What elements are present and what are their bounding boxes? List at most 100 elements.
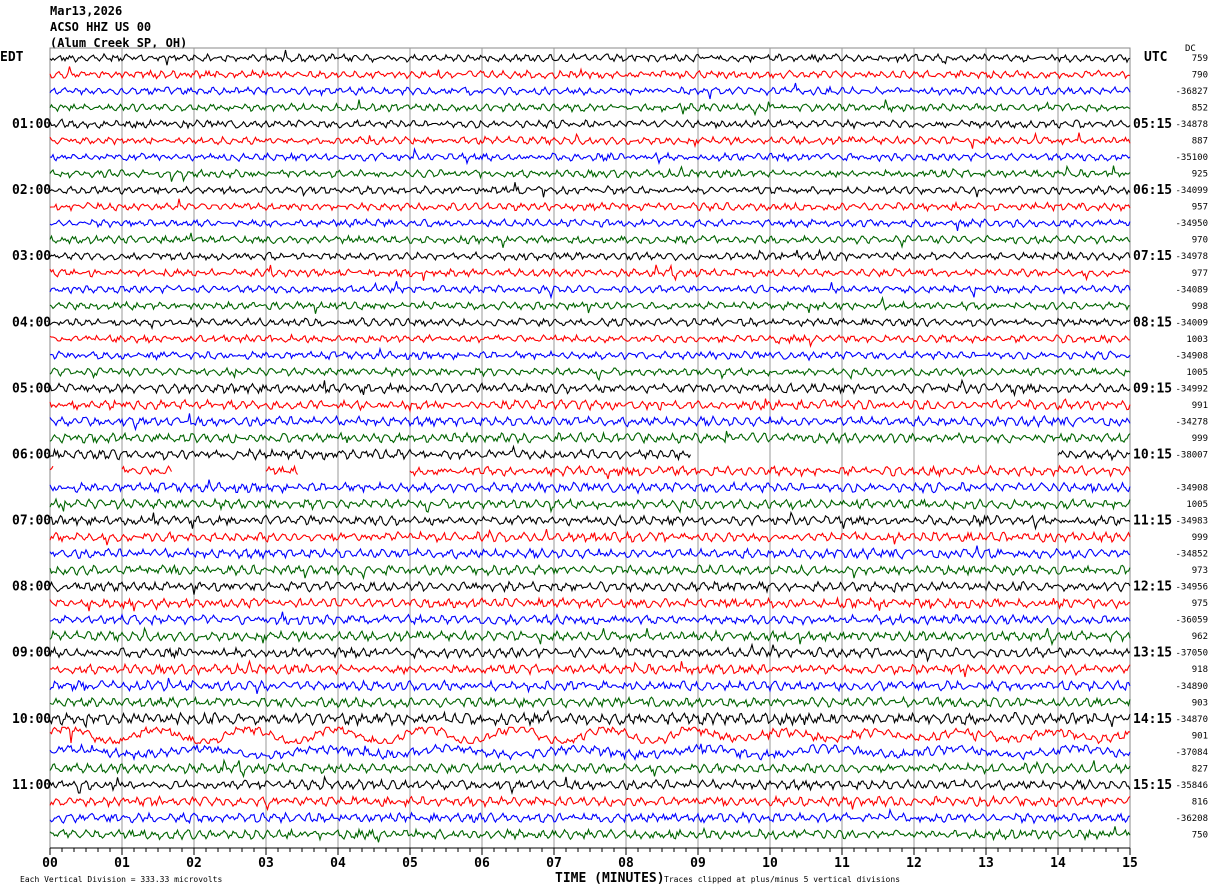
x-tick-label: 15 <box>1122 856 1138 871</box>
seismic-trace <box>49 695 1131 709</box>
dc-offset-label: 962 <box>1192 632 1208 642</box>
dc-offset-label: 977 <box>1192 269 1208 279</box>
seismic-trace <box>49 248 1131 263</box>
dc-offset-label: -36059 <box>1175 616 1208 626</box>
plot-frame <box>49 47 1131 849</box>
right-time-label: 06:15 <box>1133 183 1172 198</box>
x-axis: 00 01 02 03 04 05 06 07 08 09 10 11 12 13 14 15 <box>42 847 1138 871</box>
dc-offset-label: -34009 <box>1175 318 1208 328</box>
dc-offset-label: -34908 <box>1175 351 1208 361</box>
dc-offset-label: 970 <box>1192 236 1208 246</box>
right-time-label: 09:15 <box>1133 381 1172 396</box>
seismic-trace <box>49 479 1131 495</box>
seismic-trace <box>49 444 1131 462</box>
dc-offset-label: 973 <box>1192 566 1208 576</box>
dc-offset-label: 750 <box>1192 830 1208 840</box>
dc-offset-label: -34983 <box>1175 517 1208 527</box>
dc-offset-label: 925 <box>1192 170 1208 180</box>
seismic-trace <box>49 743 1131 762</box>
dc-offset-label: 901 <box>1192 731 1208 741</box>
x-tick-label: 09 <box>690 856 706 871</box>
x-tick-label: 10 <box>762 856 778 871</box>
dc-offset-label: 1005 <box>1186 500 1208 510</box>
left-time-label: 04:00 <box>12 315 51 330</box>
seismic-trace <box>49 66 1131 80</box>
left-time-label: 09:00 <box>12 646 51 661</box>
seismic-trace <box>49 146 1131 166</box>
x-tick-label: 12 <box>906 856 922 871</box>
seismic-trace <box>49 198 1131 213</box>
x-tick-label: 11 <box>834 856 850 871</box>
seismic-trace <box>49 398 1131 413</box>
dc-offset-label: -34878 <box>1175 120 1208 130</box>
dc-offset-label: 816 <box>1192 797 1208 807</box>
dc-offset-label: 887 <box>1192 137 1208 147</box>
seismic-trace <box>49 725 1131 745</box>
dc-offset-label: -37084 <box>1175 748 1208 758</box>
seismic-trace <box>49 430 1131 445</box>
left-timezone: EDT <box>0 50 24 65</box>
seismic-trace <box>49 677 1131 694</box>
grid <box>49 47 1131 849</box>
right-time-label: 07:15 <box>1133 249 1172 264</box>
dc-header: DC <box>1185 44 1196 54</box>
station-label: ACSO HHZ US 00 <box>50 20 152 34</box>
date-label: Mar13,2026 <box>50 4 123 18</box>
dc-offset-label: -34908 <box>1175 484 1208 494</box>
left-time-label: 02:00 <box>12 183 51 198</box>
location-label: (Alum Creek SP, OH) <box>50 36 188 50</box>
x-tick-label: 13 <box>978 856 994 871</box>
seismic-trace <box>49 563 1131 581</box>
x-tick-label: 08 <box>618 856 634 871</box>
x-axis-label: TIME (MINUTES) <box>555 871 665 886</box>
dc-offset-label: 827 <box>1192 764 1208 774</box>
seismic-trace <box>49 596 1131 612</box>
seismic-trace <box>49 316 1131 331</box>
dc-offset-label: -34870 <box>1175 715 1208 725</box>
dc-offset-label: 790 <box>1192 71 1208 81</box>
dc-offset-label: -34992 <box>1175 384 1208 394</box>
right-time-label: 10:15 <box>1133 447 1172 462</box>
right-time-label: 13:15 <box>1133 646 1172 661</box>
seismic-trace <box>49 758 1131 779</box>
dc-offset-label: 999 <box>1192 434 1208 444</box>
dc-offset-label: 1003 <box>1186 335 1208 345</box>
right-time-label: 11:15 <box>1133 514 1172 529</box>
seismic-trace <box>49 346 1131 362</box>
left-time-label: 01:00 <box>12 117 51 132</box>
seismic-trace <box>49 281 1131 300</box>
seismic-trace <box>49 118 1131 130</box>
seismic-trace <box>49 774 1131 795</box>
x-tick-label: 06 <box>474 856 490 871</box>
traces <box>49 49 1131 843</box>
right-timezone: UTC <box>1144 50 1167 65</box>
dc-offset-label: -34978 <box>1175 252 1208 262</box>
x-tick-label: 03 <box>258 856 274 871</box>
left-time-label: 10:00 <box>12 712 51 727</box>
right-time-label: 14:15 <box>1133 712 1172 727</box>
seismic-trace <box>49 295 1131 314</box>
left-time-label: 06:00 <box>12 447 51 462</box>
seismic-trace <box>49 611 1131 627</box>
left-time-label: 08:00 <box>12 580 51 595</box>
seismic-trace <box>49 217 1131 232</box>
seismic-trace <box>49 333 1131 349</box>
scale-note: Each Vertical Division = 333.33 microvol… <box>20 875 222 884</box>
clip-note: Traces clipped at plus/minus 5 vertical … <box>664 875 900 884</box>
right-time-label: 12:15 <box>1133 580 1172 595</box>
seismic-trace <box>49 263 1131 282</box>
x-tick-label: 14 <box>1050 856 1066 871</box>
dc-offset-label: -37050 <box>1175 649 1208 659</box>
seismic-trace <box>49 826 1131 843</box>
dc-offset-label: 991 <box>1192 401 1208 411</box>
seismic-trace <box>49 99 1131 117</box>
seismic-trace <box>49 378 1131 398</box>
left-time-label: 07:00 <box>12 514 51 529</box>
seismic-trace <box>49 366 1131 382</box>
dc-offset-label: -36208 <box>1175 814 1208 824</box>
seismic-trace <box>49 131 1131 149</box>
seismic-trace <box>49 626 1131 647</box>
seismic-trace <box>49 232 1131 249</box>
